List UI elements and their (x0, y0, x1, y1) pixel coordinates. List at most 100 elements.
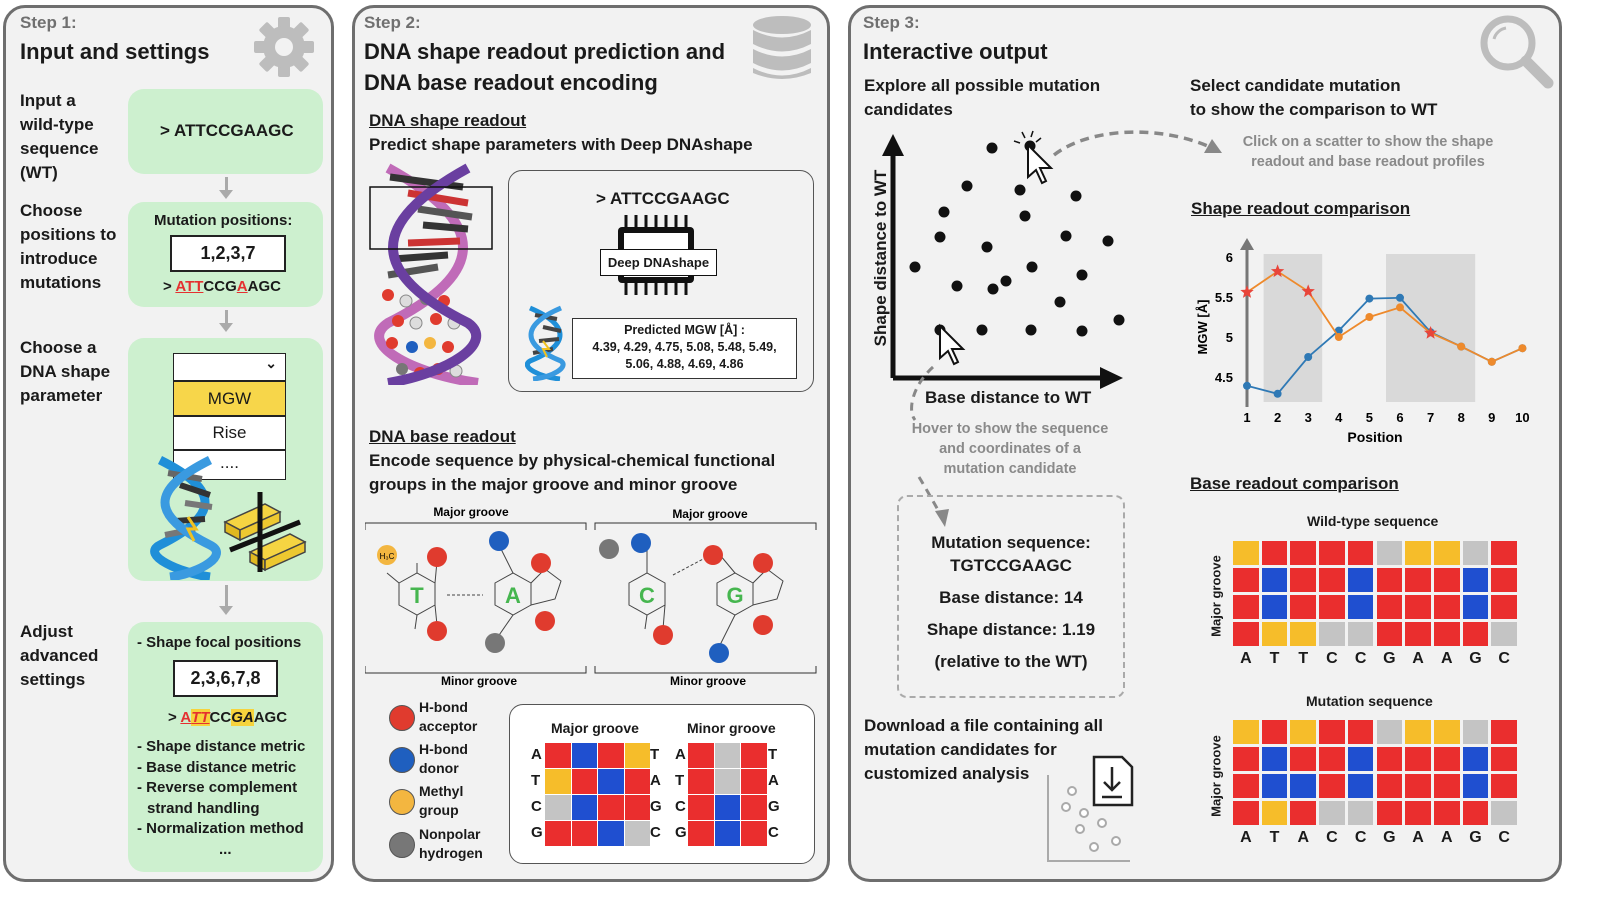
adv-item-base-metric[interactable]: - Base distance metric (137, 758, 297, 776)
dna-mini-icon (525, 305, 566, 381)
enc-cell (598, 821, 624, 846)
cmp-cell (1491, 774, 1517, 798)
choose-shape-label: Choose a DNA shape parameter (20, 338, 111, 405)
adv-item-more: ... (219, 840, 232, 858)
cmp-base-letter: A (1412, 829, 1424, 846)
cmp-cell (1491, 801, 1517, 825)
cmp-cell (1491, 720, 1517, 744)
cmp-cell (1347, 541, 1374, 565)
dashed-arrow-top (1052, 130, 1222, 157)
enc-cell (741, 743, 767, 768)
option-mgw[interactable]: MGW (173, 381, 286, 416)
magnifier-icon (1480, 15, 1554, 89)
cmp-cell (1319, 595, 1345, 619)
shape-focal-input[interactable]: 2,3,6,7,8 (173, 660, 278, 697)
cmp-base-letter: C (1354, 829, 1367, 846)
enc-row-right: A (650, 772, 661, 789)
base-G: G (726, 583, 743, 608)
scatter-point (1113, 314, 1125, 326)
cmp-cell (1290, 720, 1317, 744)
cmp-cell (1261, 622, 1288, 646)
cmp-cell (1290, 774, 1317, 798)
cmp-cell (1347, 622, 1374, 646)
legend-hbond-donor: H-bond donor (389, 740, 489, 780)
cmp-base-letter: A (1412, 650, 1424, 667)
series-point-1 (1396, 303, 1404, 312)
select-text: Select candidate mutation to show the com… (1190, 76, 1438, 119)
x-tick-label: 5 (1366, 410, 1373, 425)
arrow-1-head (219, 190, 233, 199)
cursor-icon-2 (1027, 142, 1054, 185)
y-axis-arrow (1240, 238, 1254, 250)
option-rise[interactable]: Rise (173, 416, 286, 450)
cmp-cell (1261, 720, 1288, 744)
legend-dot (389, 747, 415, 773)
cmp-cell (1233, 747, 1259, 771)
cmp-cell (1462, 720, 1489, 744)
cmp-base-letter: T (1269, 650, 1280, 667)
gear-icon (254, 17, 314, 77)
enc-row-right: G (650, 798, 662, 815)
explore-text: Explore all possible mutation candidates (864, 76, 1101, 119)
cmp-cell (1290, 747, 1317, 771)
minor-groove-label-1: Minor groove (441, 674, 517, 688)
arrow-2-head (219, 323, 233, 332)
cmp-cell (1261, 747, 1288, 771)
cmp-cell (1290, 541, 1317, 565)
enc-cell (545, 821, 571, 846)
cmp-cell (1491, 541, 1517, 565)
cmp-base-letter: C (1498, 650, 1510, 667)
cmp-cell (1319, 720, 1345, 744)
legend-nonpolar: Nonpolar hydrogen (389, 825, 489, 865)
adv-item-normalization[interactable]: - Normalization method (137, 820, 304, 837)
input-wt-label: Input a wild-type sequence (WT) (20, 91, 99, 182)
scatter-point (1076, 269, 1088, 281)
download-icon[interactable] (1044, 755, 1136, 865)
arrow-2 (225, 310, 228, 324)
cmp-cell (1233, 801, 1259, 825)
mutation-positions-input[interactable]: 1,2,3,7 (170, 235, 286, 272)
enc-row-label: A (531, 746, 542, 763)
shaded-region (1263, 254, 1323, 402)
legend-dot (389, 789, 415, 815)
enc-cell (624, 821, 650, 846)
enc-row-label: C (531, 798, 542, 815)
mut-title: Mutation sequence (1306, 693, 1433, 709)
enc-cell (571, 821, 597, 846)
scatter-point (1076, 325, 1088, 337)
adv-item-shape-metric[interactable]: - Shape distance metric (137, 738, 306, 755)
cmp-base-letter: A (1440, 650, 1453, 667)
cmp-cell (1491, 747, 1517, 771)
cmp-cell (1376, 774, 1403, 798)
cmp-cell (1433, 747, 1460, 771)
series-point-0 (1396, 293, 1404, 302)
cmp-base-letter: G (1469, 829, 1482, 846)
base-readout-heading: DNA base readout (369, 427, 516, 446)
step1-title: Input and settings (20, 39, 210, 64)
choose-positions-label: Choose positions to introduce mutations (20, 201, 117, 292)
cmp-cell (1405, 541, 1431, 565)
adv-item-revcomp[interactable]: - Reverse complement (137, 779, 298, 796)
scatter-point (1025, 324, 1037, 336)
series-line-1 (1246, 270, 1523, 363)
series-point-0 (1304, 353, 1313, 361)
cmp-cell (1319, 568, 1345, 592)
x-tick-label: 3 (1305, 410, 1312, 425)
advanced-label: Adjust advanced settings (20, 622, 99, 689)
enc-cell (571, 769, 597, 794)
enc-cell (714, 821, 740, 846)
cursor-icon (939, 323, 966, 366)
series-star-point (1240, 285, 1254, 298)
enc-cell (688, 795, 714, 820)
step2-label: Step 2: (364, 13, 421, 32)
input-seq-box[interactable] (128, 89, 323, 174)
cmp-base-letter: C (1326, 829, 1338, 846)
cmp-cell (1405, 595, 1431, 619)
enc-major-title: Major groove (551, 720, 639, 736)
cmp-cell (1462, 568, 1489, 592)
chip-label: Deep DNAshape (600, 249, 717, 276)
shape-dropdown[interactable]: ⌄ (173, 353, 286, 381)
cmp-cell (1405, 622, 1431, 646)
base-pair-structures: T A C G H₃C Major groove Minor groove Ma… (365, 505, 817, 688)
y-axis-label: MGW [Å] (1195, 300, 1210, 355)
